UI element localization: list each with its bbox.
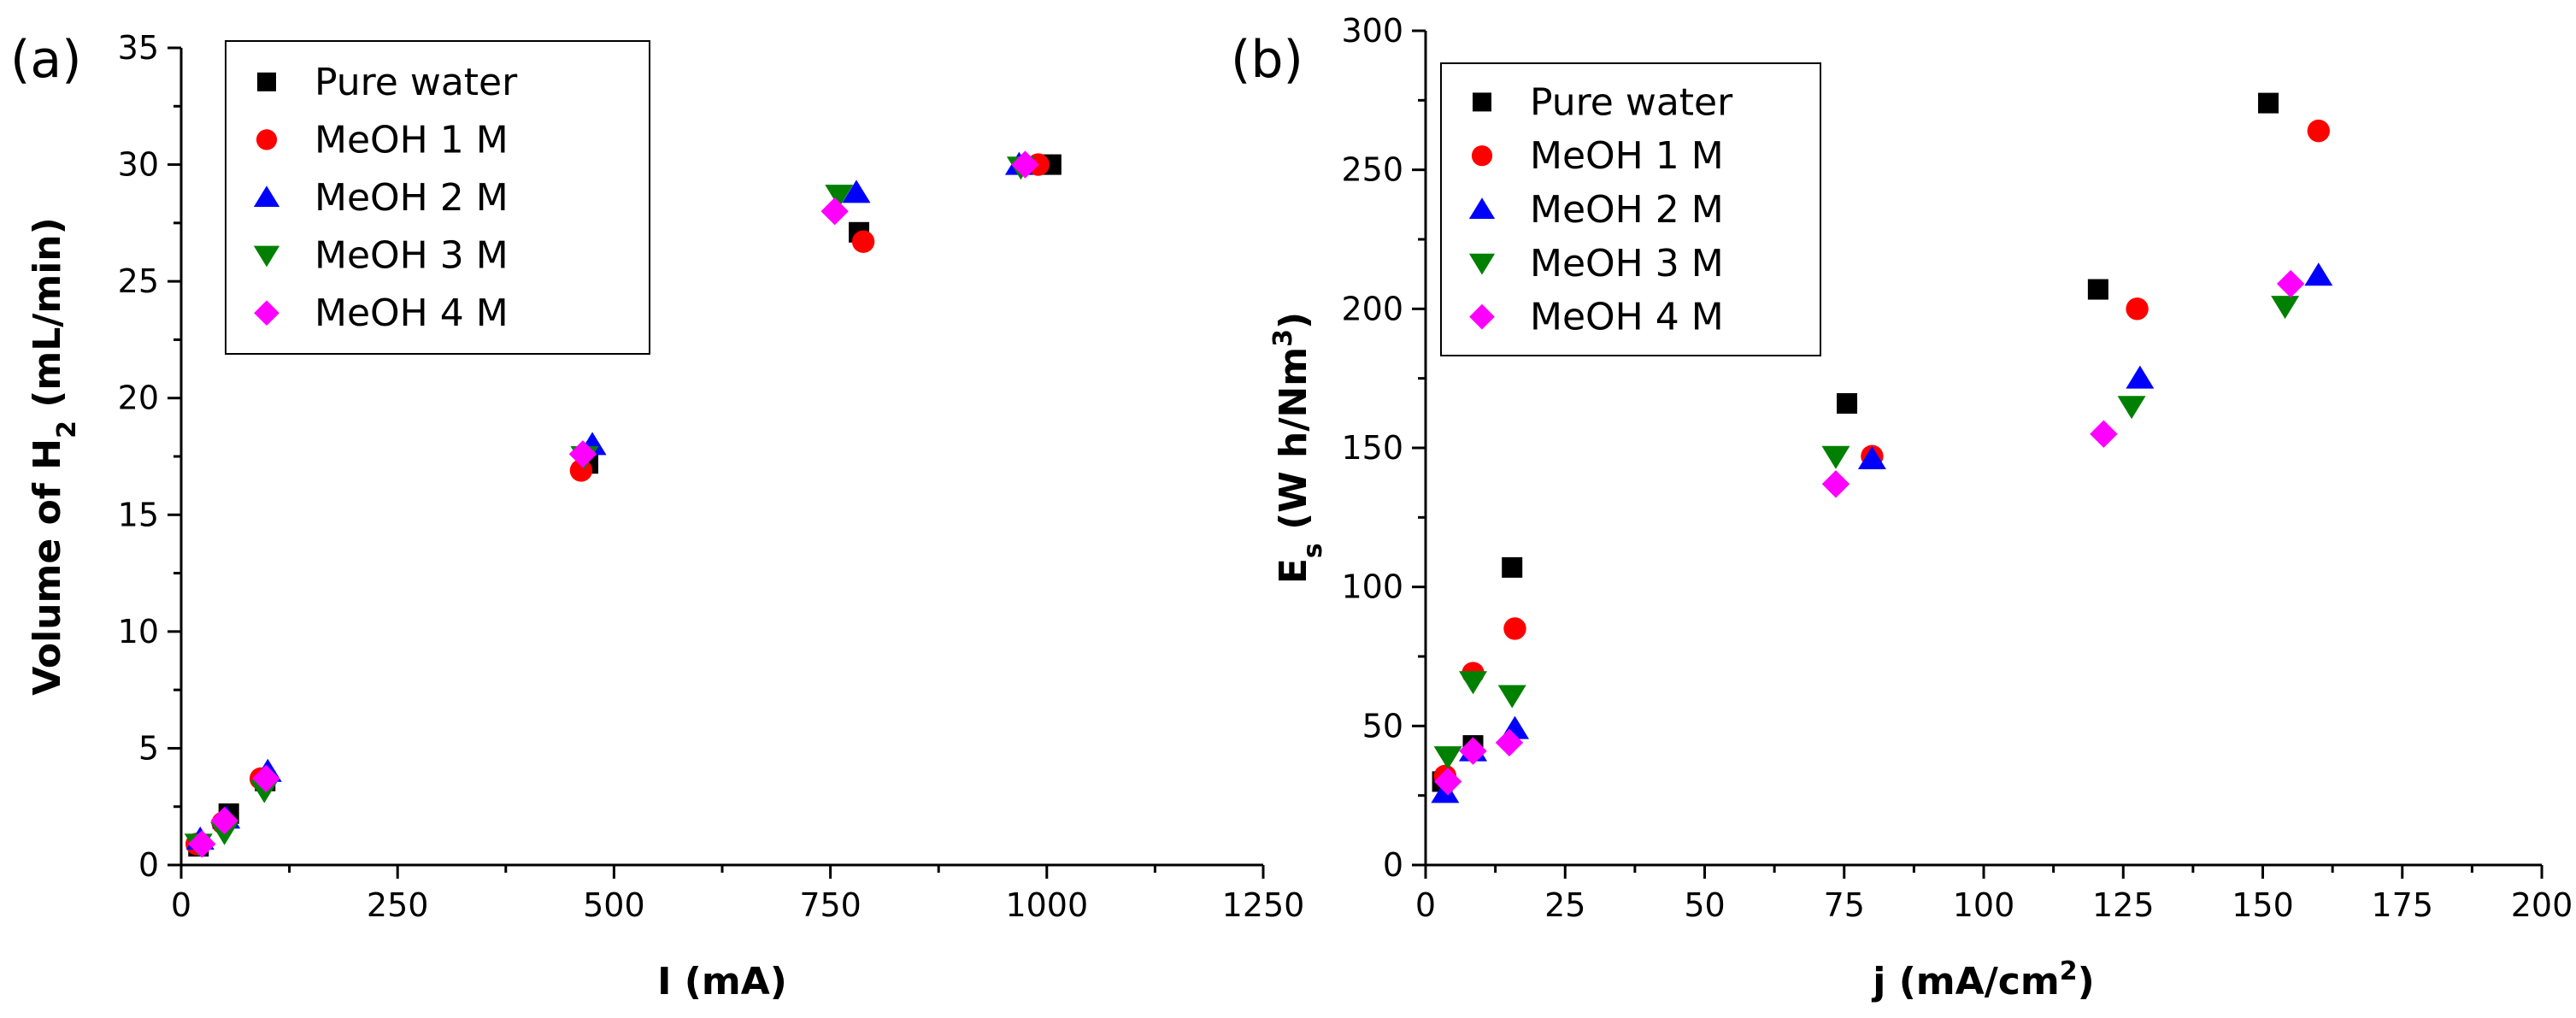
y-tick-label: 300	[1341, 12, 1403, 50]
data-point	[851, 230, 875, 253]
data-point	[2117, 396, 2146, 420]
x-tick-label: 25	[1544, 886, 1585, 924]
data-point	[2276, 269, 2305, 298]
panel-b: 0 25 50 75 100 125 150 175 200 0 50 100 150 200 250 300…	[1231, 12, 2573, 1003]
y-tick-label: 150	[1341, 429, 1403, 467]
data-point	[2271, 296, 2300, 320]
data-point	[1433, 768, 1462, 796]
x-tick-label: 200	[2511, 886, 2573, 924]
legend-marker	[256, 129, 278, 150]
data-point	[188, 830, 216, 858]
data-point	[1857, 446, 1886, 470]
y-tick-label: 0	[138, 846, 159, 884]
x-tick-label: 150	[2232, 886, 2294, 924]
x-tick-label: 125	[2092, 886, 2155, 924]
data-point	[210, 806, 238, 835]
data-point	[1433, 746, 1462, 770]
data-point	[1821, 445, 1850, 469]
data-point	[2258, 92, 2279, 114]
legend-entry: MeOH 3 M	[315, 234, 509, 278]
x-tick-label: 0	[1415, 886, 1436, 924]
legend-entry: MeOH 1 M	[1530, 134, 1724, 178]
legend-marker	[1468, 253, 1496, 275]
data-point	[1502, 556, 1523, 578]
y-axis-title: Volume of H2 (mL/min)	[26, 217, 82, 695]
panel-label: (b)	[1231, 30, 1303, 90]
x-axis-title: I (mA)	[657, 960, 787, 1003]
data-point	[842, 179, 871, 203]
legend-box	[225, 40, 650, 355]
legend-box	[1440, 62, 1821, 356]
data-point	[2307, 119, 2330, 143]
y-tick-label: 25	[118, 262, 159, 300]
data-point	[2090, 420, 2118, 448]
data-point	[1821, 470, 1850, 498]
legend-marker	[253, 245, 280, 268]
data-point	[568, 440, 597, 468]
legend-entry: MeOH 2 M	[315, 176, 509, 220]
data-point	[1495, 728, 1524, 757]
y-axis-title: Es (W h/Nm3)	[1268, 312, 1328, 584]
data-point	[825, 185, 854, 209]
legend-entry: MeOH 1 M	[315, 118, 509, 162]
x-axis-title: j (mA/cm2)	[1871, 956, 2094, 1004]
y-tick-label: 20	[118, 380, 159, 417]
legend-entry: Pure water	[1530, 80, 1733, 124]
data-point	[2126, 297, 2149, 321]
legend-entry: Pure water	[315, 61, 518, 104]
x-tick-label: 75	[1824, 886, 1865, 924]
x-tick-label: 1250	[1222, 886, 1305, 924]
y-tick-label: 100	[1341, 568, 1403, 606]
data-point	[820, 197, 849, 226]
x-tick-label: 50	[1684, 886, 1725, 924]
legend-marker	[1471, 145, 1493, 167]
x-tick-label: 750	[799, 886, 862, 924]
y-tick-label: 5	[138, 729, 159, 767]
x-tick-label: 500	[583, 886, 645, 924]
data-point	[2304, 262, 2333, 286]
legend: Pure water MeOH 1 M MeOH 2 M MeOH 3 M MeOH 4…	[225, 40, 650, 355]
legend-entry: MeOH 2 M	[1530, 188, 1724, 232]
x-tick-label: 175	[2371, 886, 2433, 924]
y-tick-label: 200	[1341, 290, 1403, 327]
legend-marker	[253, 185, 280, 207]
data-point	[1497, 685, 1526, 709]
data-point	[1459, 737, 1487, 765]
y-tick-label: 30	[118, 146, 159, 184]
legend: Pure water MeOH 1 M MeOH 2 M MeOH 3 M MeOH 4…	[1440, 62, 1821, 356]
legend-marker	[1468, 197, 1496, 219]
legend-marker	[1473, 92, 1491, 112]
series-meoh-4-m	[188, 150, 1039, 858]
panel-label: (a)	[10, 30, 82, 90]
data-point	[1459, 671, 1488, 695]
legend-entry: MeOH 4 M	[1530, 296, 1724, 339]
y-tick-label: 250	[1341, 151, 1403, 189]
series-meoh-3-m	[1433, 296, 2300, 770]
data-point	[2087, 279, 2108, 300]
legend-entry: MeOH 3 M	[1530, 242, 1724, 285]
panel-a: 0 250 500 750 1000 1250 0 5 10 15 20 25 30 35 (a) I (mA…	[10, 29, 1304, 1003]
series-meoh-4-m	[1433, 269, 2305, 796]
data-point	[2126, 365, 2155, 389]
legend-marker	[1469, 303, 1495, 330]
x-tick-label: 100	[1953, 886, 2015, 924]
legend-marker	[257, 72, 276, 91]
y-tick-label: 0	[1383, 846, 1403, 884]
data-point	[1503, 617, 1526, 640]
y-tick-label: 50	[1362, 707, 1403, 744]
y-tick-label: 15	[118, 496, 159, 533]
y-tick-label: 10	[118, 613, 159, 650]
data-point	[1837, 392, 1858, 414]
x-tick-label: 1000	[1005, 886, 1088, 924]
legend-marker	[254, 300, 279, 327]
x-tick-label: 0	[171, 886, 191, 924]
legend-entry: MeOH 4 M	[315, 291, 509, 335]
y-tick-label: 35	[118, 29, 159, 67]
data-point	[252, 764, 280, 793]
x-tick-label: 250	[367, 886, 429, 924]
data-point	[1011, 150, 1039, 179]
